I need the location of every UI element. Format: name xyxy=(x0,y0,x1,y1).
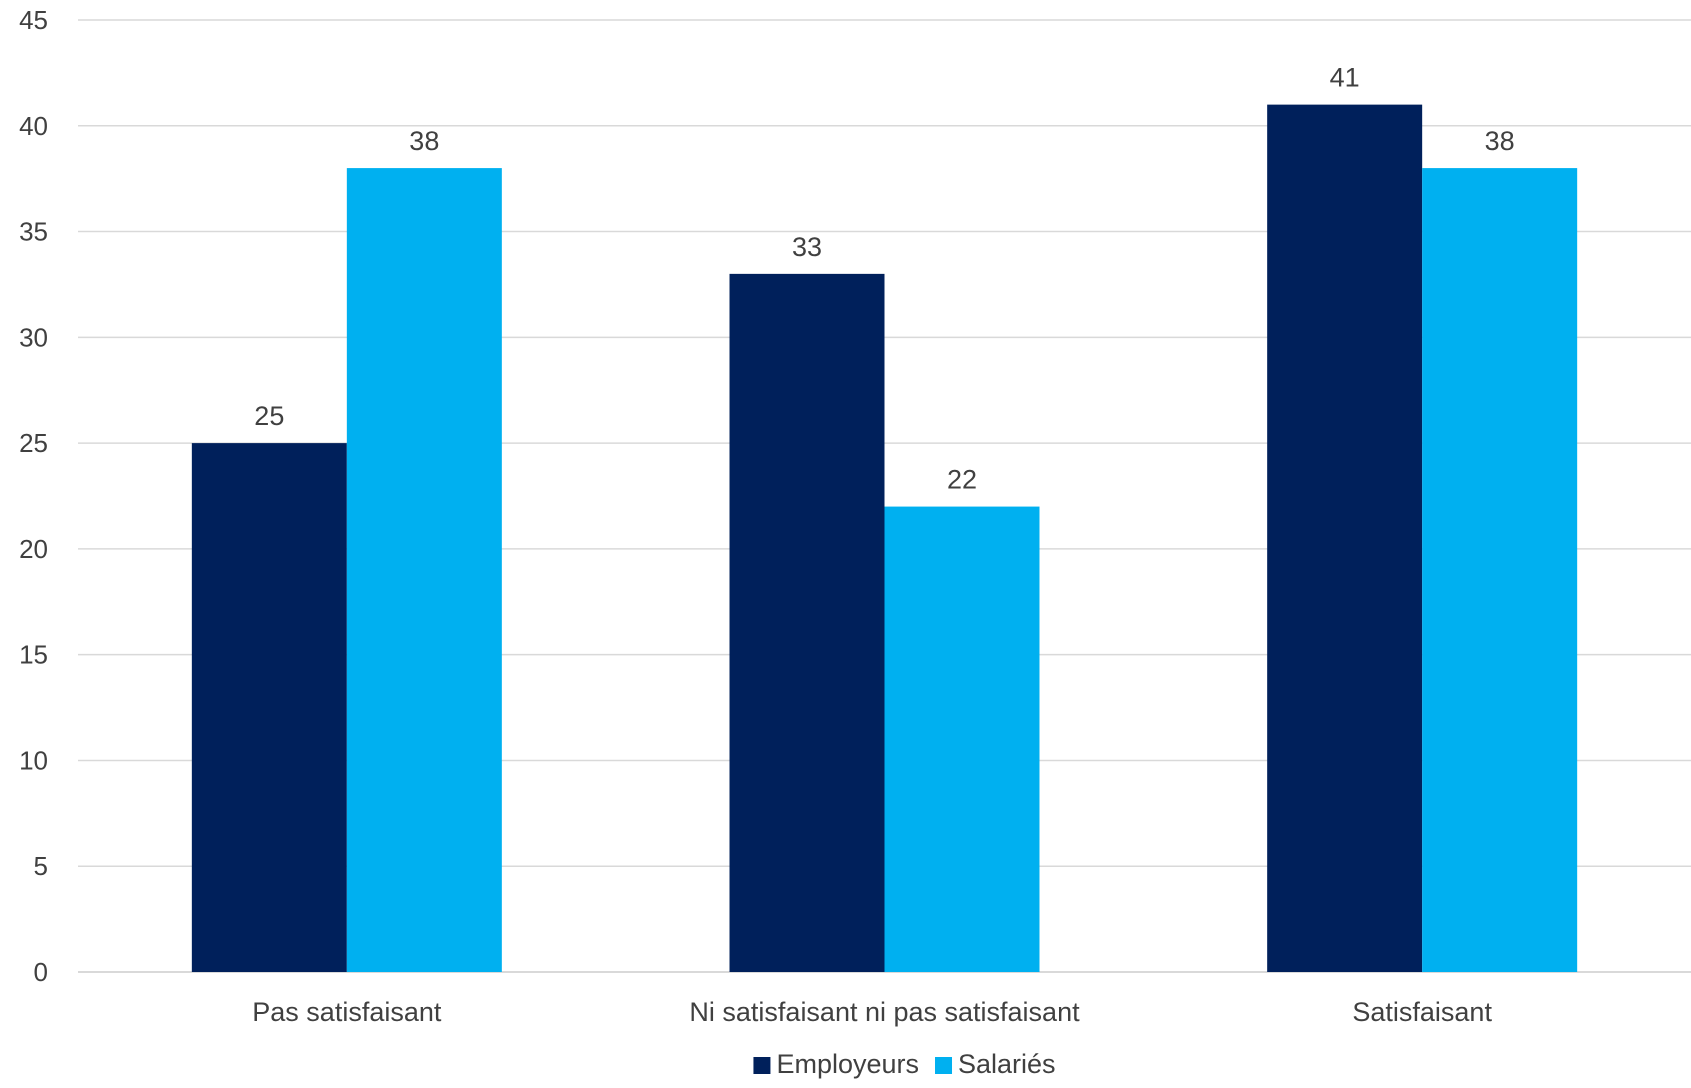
y-tick-label: 45 xyxy=(19,5,48,35)
data-label: 22 xyxy=(947,465,977,495)
legend-label: Salariés xyxy=(958,1049,1056,1079)
legend: Employeurs Salariés xyxy=(753,1049,1056,1079)
bars xyxy=(191,104,1578,973)
y-tick-label: 35 xyxy=(19,217,48,247)
data-label: 25 xyxy=(254,401,284,431)
y-tick-label: 15 xyxy=(19,640,48,670)
y-tick-label: 10 xyxy=(19,745,48,775)
y-tick-label: 0 xyxy=(34,957,48,987)
category-label: Satisfaisant xyxy=(1352,997,1492,1027)
y-tick-label: 5 xyxy=(34,851,48,881)
category-label: Ni satisfaisant ni pas satisfaisant xyxy=(689,997,1080,1027)
data-label: 38 xyxy=(1485,126,1515,156)
y-tick-label: 40 xyxy=(19,111,48,141)
bar-employeurs-2 xyxy=(1267,104,1423,973)
category-label: Pas satisfaisant xyxy=(252,997,442,1027)
y-tick-label: 25 xyxy=(19,428,48,458)
bar-salari-s-2 xyxy=(1422,168,1578,973)
data-label: 33 xyxy=(792,232,822,262)
data-label: 41 xyxy=(1330,63,1360,93)
y-tick-label: 20 xyxy=(19,534,48,564)
bar-employeurs-0 xyxy=(191,443,347,973)
bar-salari-s-1 xyxy=(884,506,1040,972)
x-axis-categories: Pas satisfaisant Ni satisfaisant ni pas s… xyxy=(252,997,1492,1027)
data-label: 38 xyxy=(409,126,439,156)
bar-employeurs-1 xyxy=(729,273,885,972)
y-axis-ticks: 0 5 10 15 20 25 30 35 40 45 xyxy=(19,5,48,987)
y-tick-label: 30 xyxy=(19,322,48,352)
legend-swatch xyxy=(753,1057,771,1074)
data-labels: 25 38 33 22 41 38 xyxy=(254,63,1514,495)
bar-salari-s-0 xyxy=(346,168,502,973)
legend-swatch xyxy=(935,1057,953,1074)
legend-label: Employeurs xyxy=(776,1049,919,1079)
